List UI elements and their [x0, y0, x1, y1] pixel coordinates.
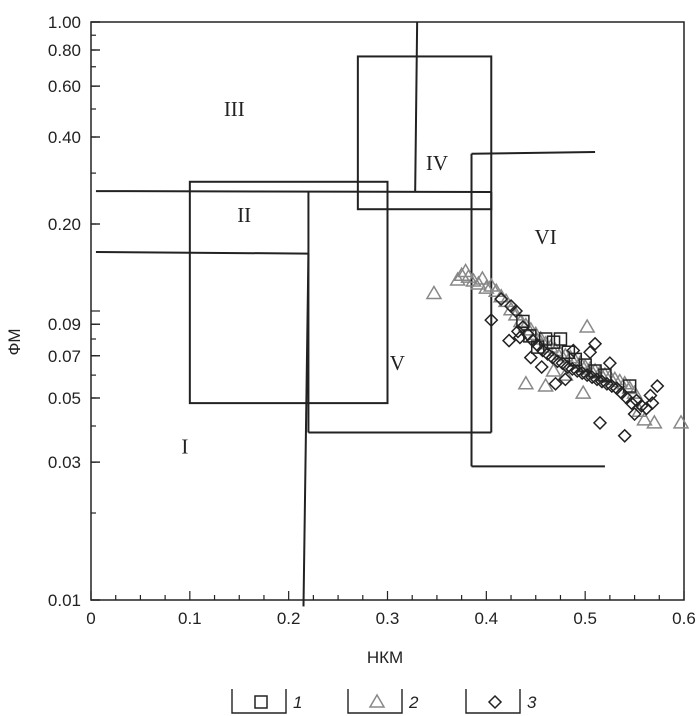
x-tick-label: 0.5 — [573, 609, 597, 628]
region-boundary-line — [95, 251, 309, 255]
series-3-point — [502, 333, 517, 348]
series-2-point — [646, 414, 663, 429]
series-2-point — [557, 366, 574, 381]
series-3-point — [627, 406, 642, 422]
series-2-point — [545, 362, 562, 377]
series-3-point — [550, 354, 565, 369]
series-3-point — [523, 350, 538, 365]
series-3-point — [548, 376, 563, 391]
x-axis-ticks: 0 0.1 0.2 0.3 0.4 0.5 0.6 — [86, 591, 696, 628]
region-boundary-line — [95, 190, 492, 194]
y-tick-label: 0.60 — [48, 77, 81, 96]
x-tick-label: 0.3 — [376, 609, 400, 628]
series-1-point — [516, 314, 530, 329]
legend-marker-1 — [254, 695, 268, 709]
series-3-point — [510, 324, 526, 339]
series-2-point — [425, 284, 443, 300]
series-2-point — [478, 279, 495, 294]
series-3-point — [512, 330, 527, 345]
x-tick-label: 0.1 — [178, 609, 202, 628]
series-3-point — [624, 396, 639, 411]
legend-label: 3 — [527, 693, 537, 712]
series-3-point — [602, 356, 617, 371]
legend-marker-2 — [368, 693, 386, 708]
series-3-point — [645, 396, 660, 411]
series-3-point — [592, 415, 608, 430]
region-label: V — [390, 351, 405, 375]
region-box — [188, 180, 389, 405]
series-1-point — [561, 345, 576, 359]
region-label: II — [237, 203, 251, 227]
region-label: IV — [426, 151, 448, 175]
series-3-point — [560, 359, 575, 375]
legend-marker-3 — [487, 694, 503, 710]
series-3-point — [650, 378, 665, 394]
region-label: VI — [535, 225, 557, 249]
series-2-point — [470, 275, 487, 290]
x-axis-title: НКМ — [367, 648, 403, 667]
legend-label: 1 — [293, 693, 302, 712]
y-tick-label: 0.09 — [48, 315, 81, 334]
series-2-point — [474, 270, 491, 285]
series-3-point — [583, 345, 598, 360]
y-tick-label: 0.80 — [48, 41, 81, 60]
series-2-point — [574, 384, 592, 399]
series-2-point — [537, 377, 554, 392]
series-3-point — [508, 303, 524, 319]
legend: 1 2 3 — [231, 689, 537, 714]
legend-label: 2 — [408, 693, 419, 712]
region-boundaries — [95, 21, 605, 607]
series-2-point — [449, 271, 466, 286]
series-3-point — [484, 313, 499, 328]
series-3-point — [617, 428, 632, 443]
y-tick-label: 0.03 — [48, 453, 81, 472]
series-3-point — [587, 336, 603, 351]
series-2-point — [482, 277, 500, 292]
series-1-point — [553, 332, 568, 346]
series-2-point — [517, 375, 535, 390]
legend-bracket — [465, 689, 521, 714]
y-axis-ticks: 1.00 0.80 0.60 0.40 0.20 0.09 0.07 0.05 0.03 0.01 — [48, 13, 100, 610]
series-2-point — [578, 318, 596, 333]
series-2-point — [487, 282, 505, 298]
x-tick-label: 0.2 — [277, 609, 301, 628]
region-boundary-line — [471, 150, 596, 155]
series-2-point — [672, 414, 690, 429]
legend-bracket — [347, 689, 403, 714]
y-axis-title: ФМ — [5, 328, 24, 355]
y-tick-label: 1.00 — [48, 13, 81, 32]
y-tick-label: 0.01 — [48, 591, 81, 610]
series-3-point — [534, 359, 549, 375]
series-2-point — [453, 266, 470, 281]
series-3-point — [494, 291, 509, 307]
x-tick-label: 0.6 — [672, 609, 696, 628]
region-label: III — [224, 97, 245, 121]
series-3-point — [643, 388, 658, 403]
region-boxes — [188, 55, 493, 405]
series-1-point — [622, 379, 637, 393]
region-boundary-line — [414, 21, 419, 192]
region-label: I — [181, 434, 188, 458]
series-1-point — [546, 335, 561, 349]
y-tick-label: 0.05 — [48, 389, 81, 408]
y-tick-label: 0.20 — [48, 215, 81, 234]
series-3-point — [566, 343, 581, 358]
x-tick-label: 0 — [86, 609, 95, 628]
data-points — [425, 262, 690, 443]
y-tick-label: 0.40 — [48, 128, 81, 147]
region-box — [356, 55, 493, 211]
x-tick-label: 0.4 — [475, 609, 499, 628]
y-tick-label: 0.07 — [48, 347, 81, 366]
legend-bracket — [231, 689, 287, 714]
series-2-point — [636, 411, 653, 426]
series-3-point — [558, 372, 573, 387]
series-1-point — [538, 332, 553, 346]
